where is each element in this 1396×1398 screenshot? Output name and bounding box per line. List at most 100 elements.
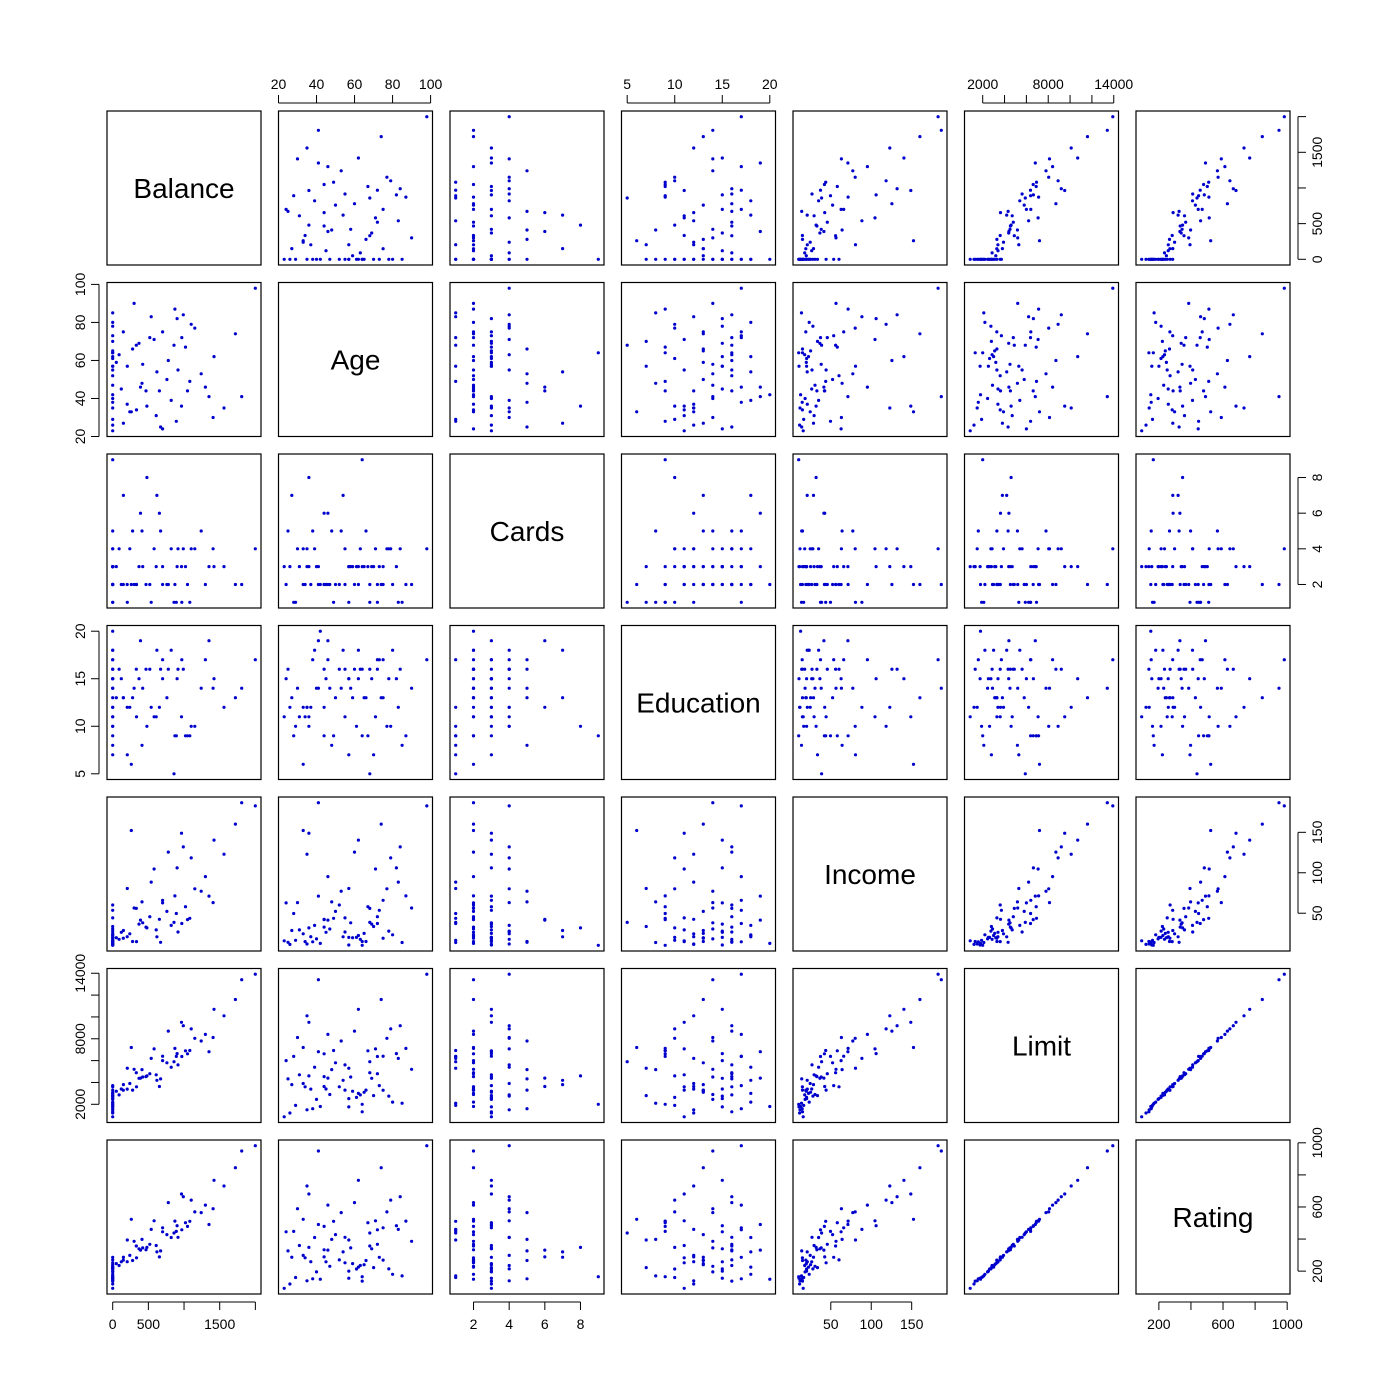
data-point [471,343,476,347]
data-point [873,216,877,220]
data-point [853,724,857,728]
data-point [165,696,169,700]
data-point [175,677,179,681]
data-point [471,850,476,854]
data-point [851,1039,855,1043]
data-point [305,942,309,946]
data-point [798,406,802,410]
data-point [1216,175,1220,179]
data-point [140,1068,144,1072]
data-point [356,156,360,160]
data-point [1231,1024,1235,1028]
data-point [364,1258,368,1263]
data-point [995,715,999,719]
data-point [1010,565,1014,569]
data-point [286,1077,290,1081]
data-point [654,600,658,604]
data-point [561,928,565,933]
data-point [286,529,290,533]
data-point [330,743,334,747]
data-point [936,547,940,551]
data-point [471,1203,476,1207]
data-point [1164,936,1168,940]
data-point [114,936,118,940]
data-point [148,1242,152,1246]
data-point [129,410,133,414]
data-point [381,1258,385,1262]
data-point [1029,911,1033,916]
data-point [865,1203,870,1207]
data-point [410,1067,414,1071]
data-point [834,1239,838,1243]
data-point [295,686,300,690]
data-point [986,257,990,261]
data-point [635,828,639,833]
data-point [982,311,986,315]
data-point [489,894,493,898]
data-point [199,1211,203,1215]
data-point [117,1093,121,1097]
data-point [347,1276,351,1280]
data-point [111,383,115,387]
data-point [339,169,343,173]
data-point [990,383,995,387]
bottom-axis-income: 50 100 150 [823,1301,924,1332]
data-point [1023,343,1027,347]
data-point [1001,547,1006,551]
data-point [330,900,334,904]
data-point [373,867,378,871]
data-point [839,582,843,587]
data-point [996,1260,1000,1264]
data-point [692,1081,696,1086]
data-point [682,1219,686,1223]
data-point [368,1244,372,1248]
data-point [1200,898,1204,902]
data-point [253,658,257,662]
top-axis-limit: 2000 8000 14000 [967,76,1133,104]
data-point [183,734,188,738]
data-point [166,667,170,671]
data-point [1156,686,1160,690]
bottom-axis-balance: 0 500 1500 [109,1301,256,1332]
data-point [1047,326,1051,330]
data-point [322,1255,326,1259]
data-point [968,429,972,433]
data-point [471,427,476,431]
data-point [471,696,476,700]
data-point [1159,929,1163,933]
data-point [507,937,511,941]
data-point [654,1101,658,1105]
data-point [1225,582,1229,587]
data-point [820,1231,824,1235]
tick-label: 100 [72,273,88,297]
data-point [730,1085,734,1089]
data-point [333,582,338,587]
data-point [625,1231,629,1235]
data-point [1234,715,1238,719]
data-point [471,128,476,132]
data-point [815,389,819,393]
data-point [1242,852,1246,856]
data-point [507,648,511,652]
data-point [1207,195,1211,199]
data-point [811,1255,816,1259]
data-point [309,1087,313,1091]
data-point [663,345,667,349]
data-point [819,1075,823,1079]
tick-label: 6 [1309,509,1325,517]
data-point [347,257,351,261]
data-point [1164,360,1168,364]
data-point [720,1267,724,1271]
data-point [812,414,816,418]
data-point [471,1100,476,1104]
data-point [561,421,565,425]
data-point [360,943,364,947]
data-point [471,894,476,898]
data-point [758,1222,762,1227]
panel-frame [792,453,948,609]
data-point [998,389,1003,393]
data-point [1005,935,1009,939]
data-point [798,1282,802,1286]
